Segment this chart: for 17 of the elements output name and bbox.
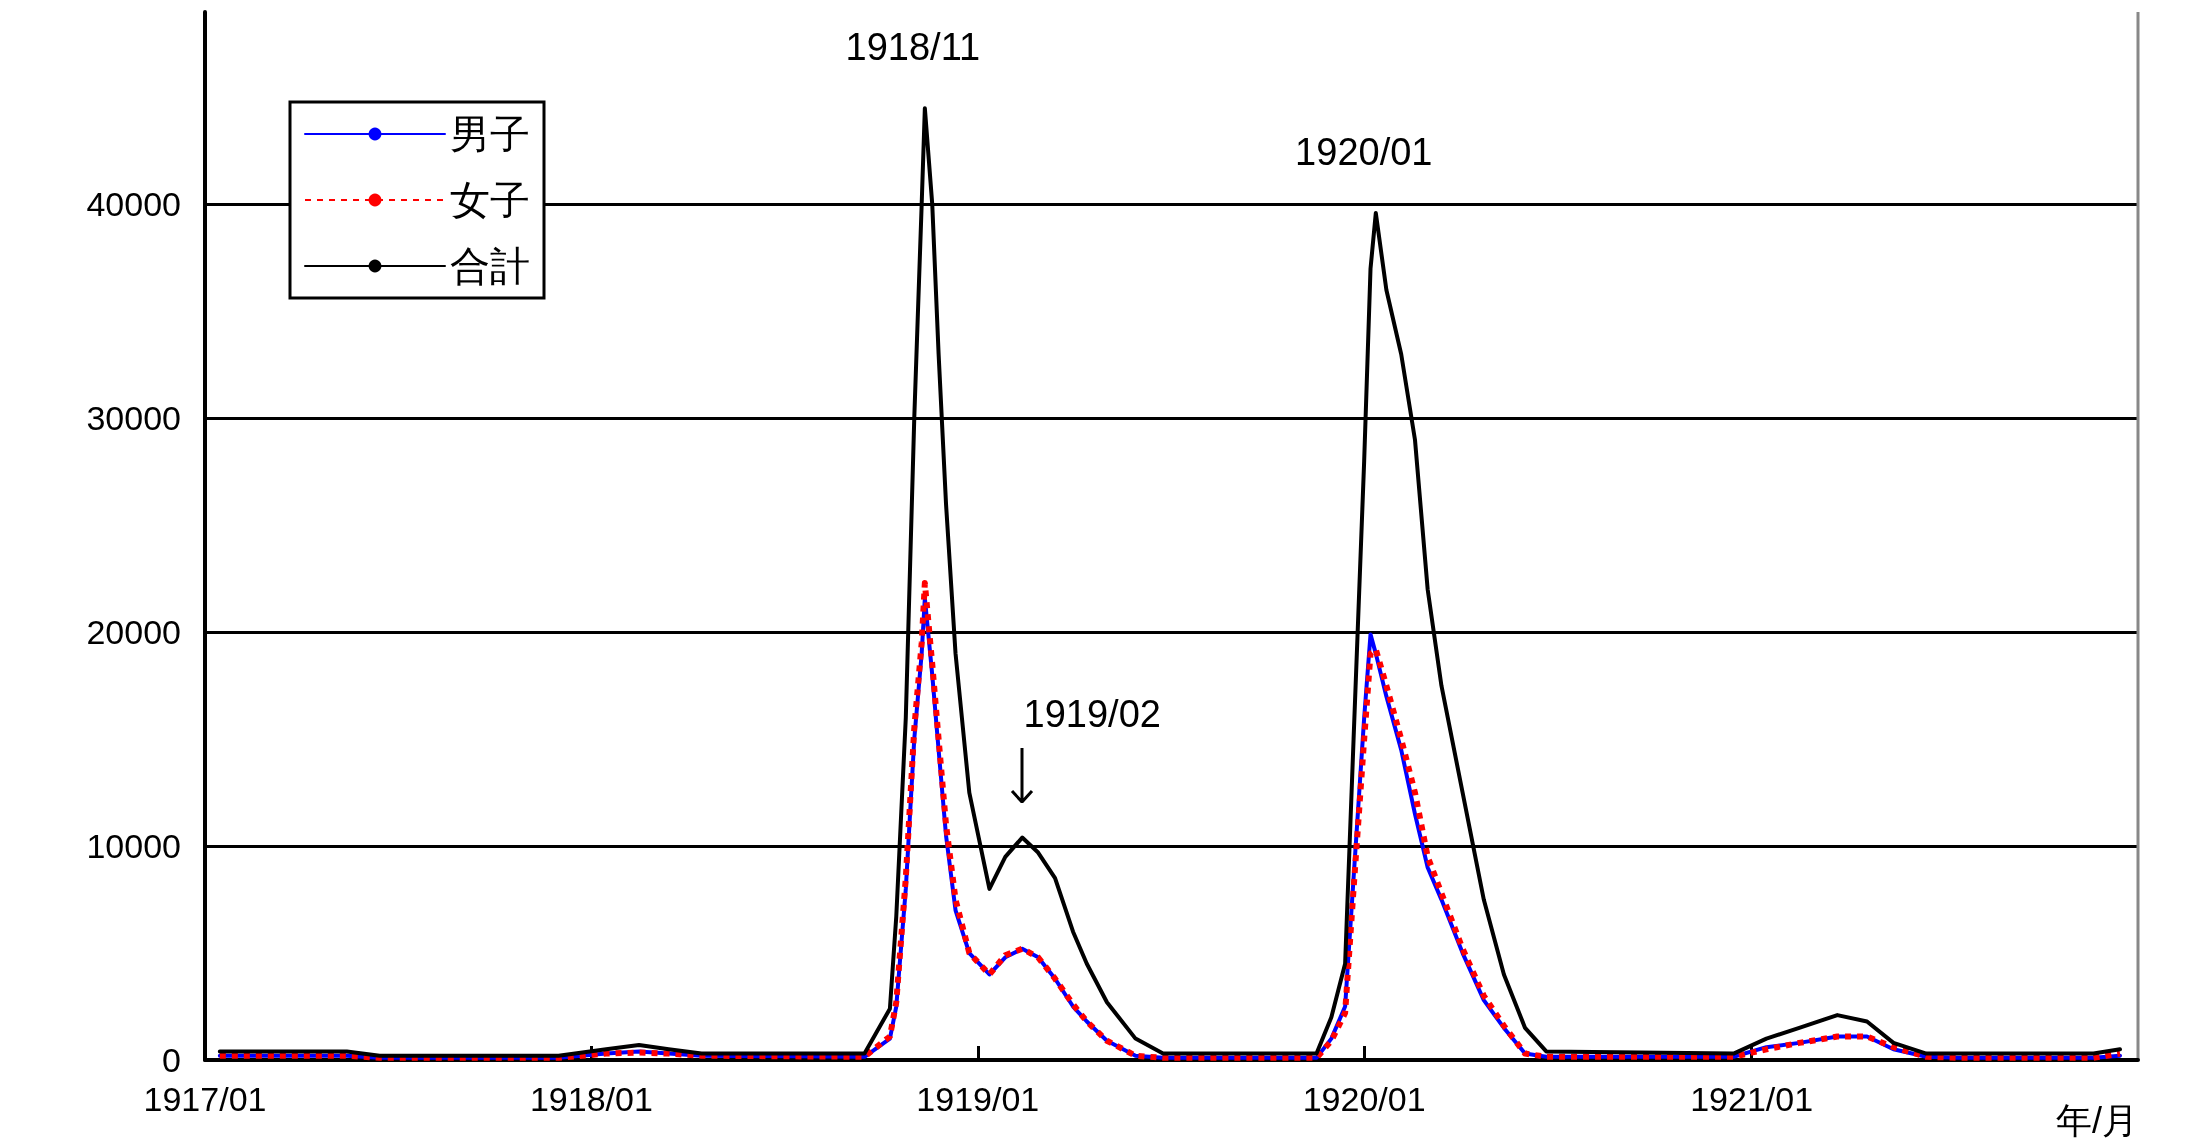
- y-tick-label: 0: [162, 1041, 181, 1079]
- x-tick-label: 1918/01: [529, 1080, 653, 1118]
- legend-label: 男子: [450, 112, 530, 156]
- y-tick-label: 40000: [86, 185, 181, 224]
- y-tick-label: 20000: [86, 613, 181, 652]
- y-tick-label: 30000: [86, 399, 181, 438]
- annotation: 1918/11: [845, 26, 981, 69]
- x-tick-label: 1921/01: [1690, 1080, 1814, 1118]
- x-tick-label: 1919/01: [916, 1080, 1040, 1118]
- y-tick-label: 10000: [86, 827, 181, 866]
- x-axis-title: 年/月: [2055, 1099, 2138, 1141]
- legend-label: 合計: [450, 244, 530, 288]
- annotation: 1919/02: [1023, 692, 1161, 735]
- x-tick-label: 1917/01: [143, 1080, 267, 1118]
- legend-label: 女子: [450, 178, 530, 222]
- annotation: 1920/01: [1295, 131, 1433, 174]
- x-tick-label: 1920/01: [1302, 1080, 1426, 1118]
